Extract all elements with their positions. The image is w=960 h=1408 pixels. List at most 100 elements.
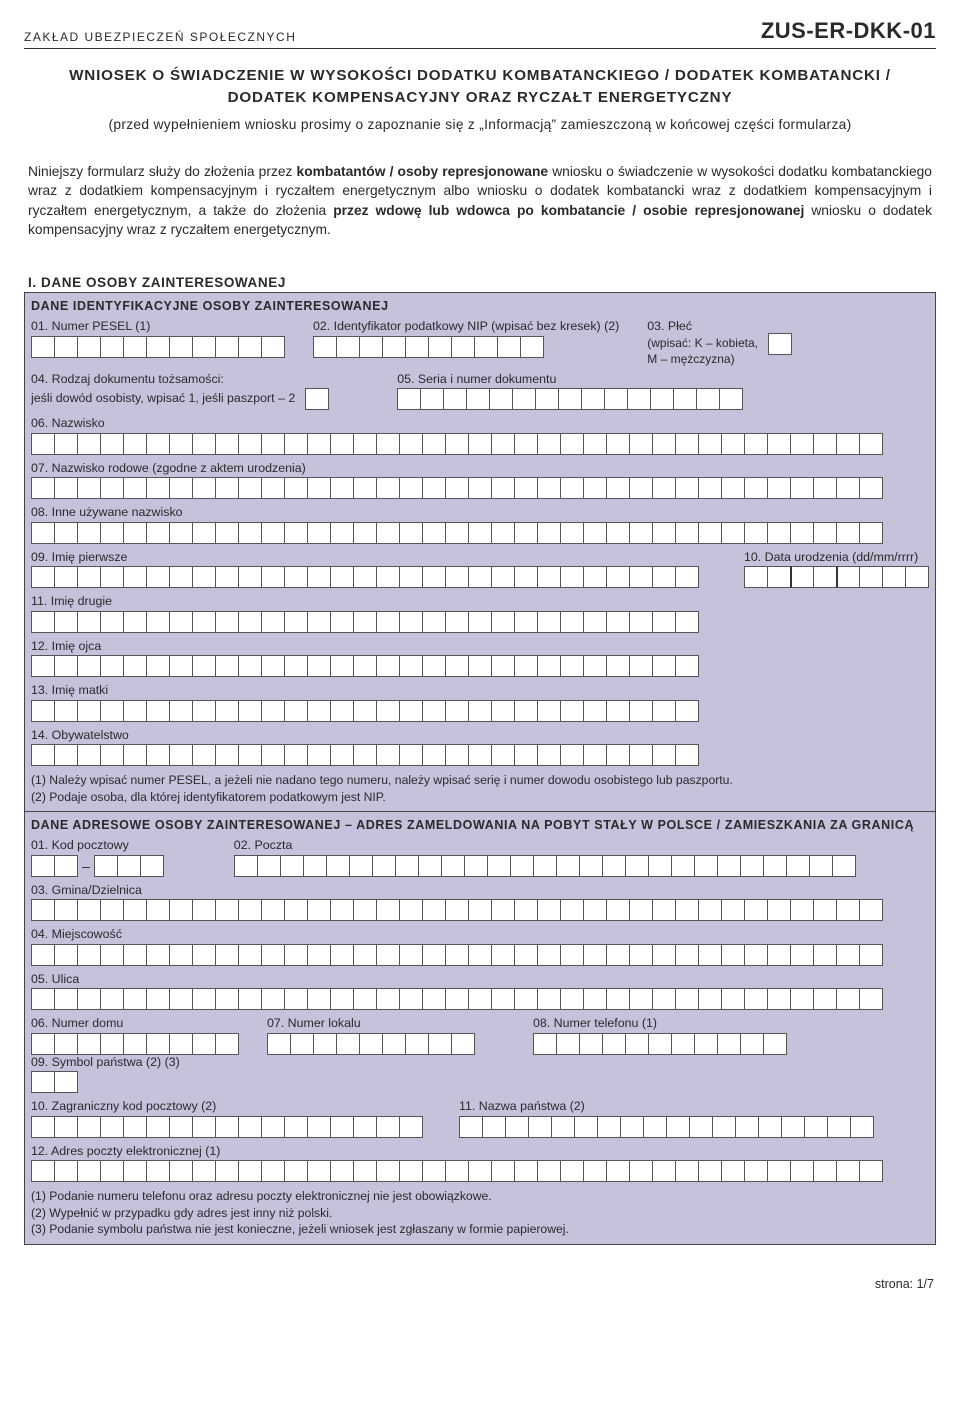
input-email[interactable]: [31, 1160, 929, 1182]
input-postcode-a[interactable]: [31, 855, 78, 877]
label-nip: 02. Identyfikator podatkowy NIP (wpisać …: [313, 319, 619, 335]
input-pesel[interactable]: [31, 336, 285, 358]
input-doc-type[interactable]: [305, 388, 329, 410]
form-code: ZUS-ER-DKK-01: [761, 18, 936, 44]
intro-bold-1: kombatantów / osoby represjonowane: [297, 164, 549, 179]
address-note-1: (1) Podanie numeru telefonu oraz adresu …: [31, 1188, 929, 1204]
input-nip[interactable]: [313, 336, 619, 358]
field-flat-no: 07. Numer lokalu: [267, 1016, 475, 1055]
input-birth-date[interactable]: [744, 566, 929, 588]
identity-note-1: (1) Należy wpisać numer PESEL, a jeżeli …: [31, 772, 929, 788]
input-mother-name[interactable]: [31, 700, 929, 722]
label-country-name: 11. Nazwa państwa (2): [459, 1099, 874, 1115]
identity-block: DANE IDENTYFIKACYJNE OSOBY ZAINTERESOWAN…: [24, 292, 936, 812]
label-mother-name: 13. Imię matki: [31, 683, 929, 699]
label-flat-no: 07. Numer lokalu: [267, 1016, 475, 1032]
input-other-surname[interactable]: [31, 522, 929, 544]
field-doc-number: 05. Seria i numer dokumentu: [397, 372, 743, 411]
field-postcode: 01. Kod pocztowy –: [31, 838, 164, 877]
input-flat-no[interactable]: [267, 1033, 475, 1055]
input-surname[interactable]: [31, 433, 929, 455]
field-foreign-postcode: 10. Zagraniczny kod pocztowy (2): [31, 1099, 423, 1138]
address-note-3: (3) Podanie symbolu państwa nie jest kon…: [31, 1221, 929, 1237]
label-sex: 03. Płeć: [647, 319, 758, 335]
label-sex-hint-2: M – mężczyzna): [647, 352, 758, 367]
label-postcode: 01. Kod pocztowy: [31, 838, 164, 854]
identity-block-heading: DANE IDENTYFIKACYJNE OSOBY ZAINTERESOWAN…: [31, 299, 929, 313]
label-doc-type-2: jeśli dowód osobisty, wpisać 1, jeśli pa…: [31, 391, 295, 407]
field-citizenship: 14. Obywatelstwo: [31, 728, 929, 767]
input-foreign-postcode[interactable]: [31, 1116, 423, 1138]
label-foreign-postcode: 10. Zagraniczny kod pocztowy (2): [31, 1099, 423, 1115]
field-second-name: 11. Imię drugie: [31, 594, 929, 633]
org-name: ZAKŁAD UBEZPIECZEŃ SPOŁECZNYCH: [24, 30, 296, 44]
field-house-no: 06. Numer domu: [31, 1016, 239, 1055]
label-country-code: 09. Symbol państwa (2) (3): [31, 1055, 180, 1071]
page-footer: strona: 1/7: [0, 1277, 960, 1291]
field-pesel: 01. Numer PESEL (1): [31, 319, 285, 358]
address-notes: (1) Podanie numeru telefonu oraz adresu …: [31, 1188, 929, 1237]
label-doc-type-1: 04. Rodzaj dokumentu tożsamości:: [31, 372, 329, 388]
input-first-name[interactable]: [31, 566, 699, 588]
address-note-2: (2) Wypełnić w przypadku gdy adres jest …: [31, 1205, 929, 1221]
input-second-name[interactable]: [31, 611, 929, 633]
input-house-no[interactable]: [31, 1033, 239, 1055]
input-country-code[interactable]: [31, 1071, 180, 1093]
label-sex-hint-1: (wpisać: K – kobieta,: [647, 336, 758, 351]
input-postcode-b[interactable]: [94, 855, 164, 877]
field-doc-type: 04. Rodzaj dokumentu tożsamości: jeśli d…: [31, 372, 329, 411]
input-phone[interactable]: [533, 1033, 787, 1055]
title-line-2: DODATEK KOMPENSACYJNY ORAZ RYCZAŁT ENERG…: [228, 89, 733, 106]
label-second-name: 11. Imię drugie: [31, 594, 929, 610]
field-surname: 06. Nazwisko: [31, 416, 929, 455]
input-citizenship[interactable]: [31, 744, 929, 766]
field-first-name: 09. Imię pierwsze: [31, 550, 699, 589]
label-father-name: 12. Imię ojca: [31, 639, 929, 655]
label-district: 03. Gmina/Dzielnica: [31, 883, 929, 899]
field-mother-name: 13. Imię matki: [31, 683, 929, 722]
section-1-heading: I. DANE OSOBY ZAINTERESOWANEJ: [28, 275, 936, 290]
input-street[interactable]: [31, 988, 929, 1010]
field-sex: 03. Płeć (wpisać: K – kobieta, M – mężcz…: [647, 319, 792, 368]
intro-text-a: Niniejszy formularz służy do złożenia pr…: [28, 164, 297, 179]
label-citizenship: 14. Obywatelstwo: [31, 728, 929, 744]
field-district: 03. Gmina/Dzielnica: [31, 883, 929, 922]
input-sex[interactable]: [768, 333, 792, 355]
form-title: WNIOSEK O ŚWIADCZENIE W WYSOKOŚCI DODATK…: [30, 65, 930, 109]
field-phone: 08. Numer telefonu (1): [533, 1016, 787, 1055]
label-surname: 06. Nazwisko: [31, 416, 929, 432]
input-father-name[interactable]: [31, 655, 929, 677]
input-doc-number[interactable]: [397, 388, 743, 410]
input-post-office[interactable]: [234, 855, 856, 877]
label-pesel: 01. Numer PESEL (1): [31, 319, 285, 335]
label-first-name: 09. Imię pierwsze: [31, 550, 699, 566]
input-country-name[interactable]: [459, 1116, 874, 1138]
field-country-code: 09. Symbol państwa (2) (3): [31, 1055, 180, 1094]
label-email: 12. Adres poczty elektronicznej (1): [31, 1144, 929, 1160]
label-post-office: 02. Poczta: [234, 838, 856, 854]
input-maiden-name[interactable]: [31, 477, 929, 499]
page: ZAKŁAD UBEZPIECZEŃ SPOŁECZNYCH ZUS-ER-DK…: [0, 0, 960, 1255]
label-town: 04. Miejscowość: [31, 927, 929, 943]
field-town: 04. Miejscowość: [31, 927, 929, 966]
input-district[interactable]: [31, 899, 929, 921]
field-email: 12. Adres poczty elektronicznej (1): [31, 1144, 929, 1183]
field-birth-date: 10. Data urodzenia (dd/mm/rrrr): [744, 550, 929, 589]
postcode-dash: –: [78, 858, 94, 877]
label-phone: 08. Numer telefonu (1): [533, 1016, 787, 1032]
field-other-surname: 08. Inne używane nazwisko: [31, 505, 929, 544]
address-block: DANE ADRESOWE OSOBY ZAINTERESOWANEJ – AD…: [24, 812, 936, 1244]
label-birth-date: 10. Data urodzenia (dd/mm/rrrr): [744, 550, 929, 566]
identity-note-2: (2) Podaje osoba, dla której identyfikat…: [31, 789, 929, 805]
field-maiden-name: 07. Nazwisko rodowe (zgodne z aktem urod…: [31, 461, 929, 500]
header-row: ZAKŁAD UBEZPIECZEŃ SPOŁECZNYCH ZUS-ER-DK…: [24, 18, 936, 44]
label-house-no: 06. Numer domu: [31, 1016, 239, 1032]
label-other-surname: 08. Inne używane nazwisko: [31, 505, 929, 521]
header-rule: [24, 48, 936, 49]
field-father-name: 12. Imię ojca: [31, 639, 929, 678]
field-country-name: 11. Nazwa państwa (2): [459, 1099, 874, 1138]
address-block-heading: DANE ADRESOWE OSOBY ZAINTERESOWANEJ – AD…: [31, 818, 929, 832]
input-town[interactable]: [31, 944, 929, 966]
label-maiden-name: 07. Nazwisko rodowe (zgodne z aktem urod…: [31, 461, 929, 477]
field-post-office: 02. Poczta: [234, 838, 856, 877]
